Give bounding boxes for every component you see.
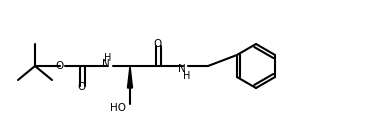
Text: O: O: [56, 61, 64, 71]
Text: HO: HO: [110, 103, 126, 113]
Text: O: O: [154, 39, 162, 49]
Text: N: N: [102, 59, 110, 69]
Polygon shape: [128, 66, 132, 88]
Text: H: H: [104, 53, 112, 63]
Text: H: H: [183, 71, 191, 81]
Text: O: O: [78, 82, 86, 92]
Text: N: N: [178, 64, 186, 74]
